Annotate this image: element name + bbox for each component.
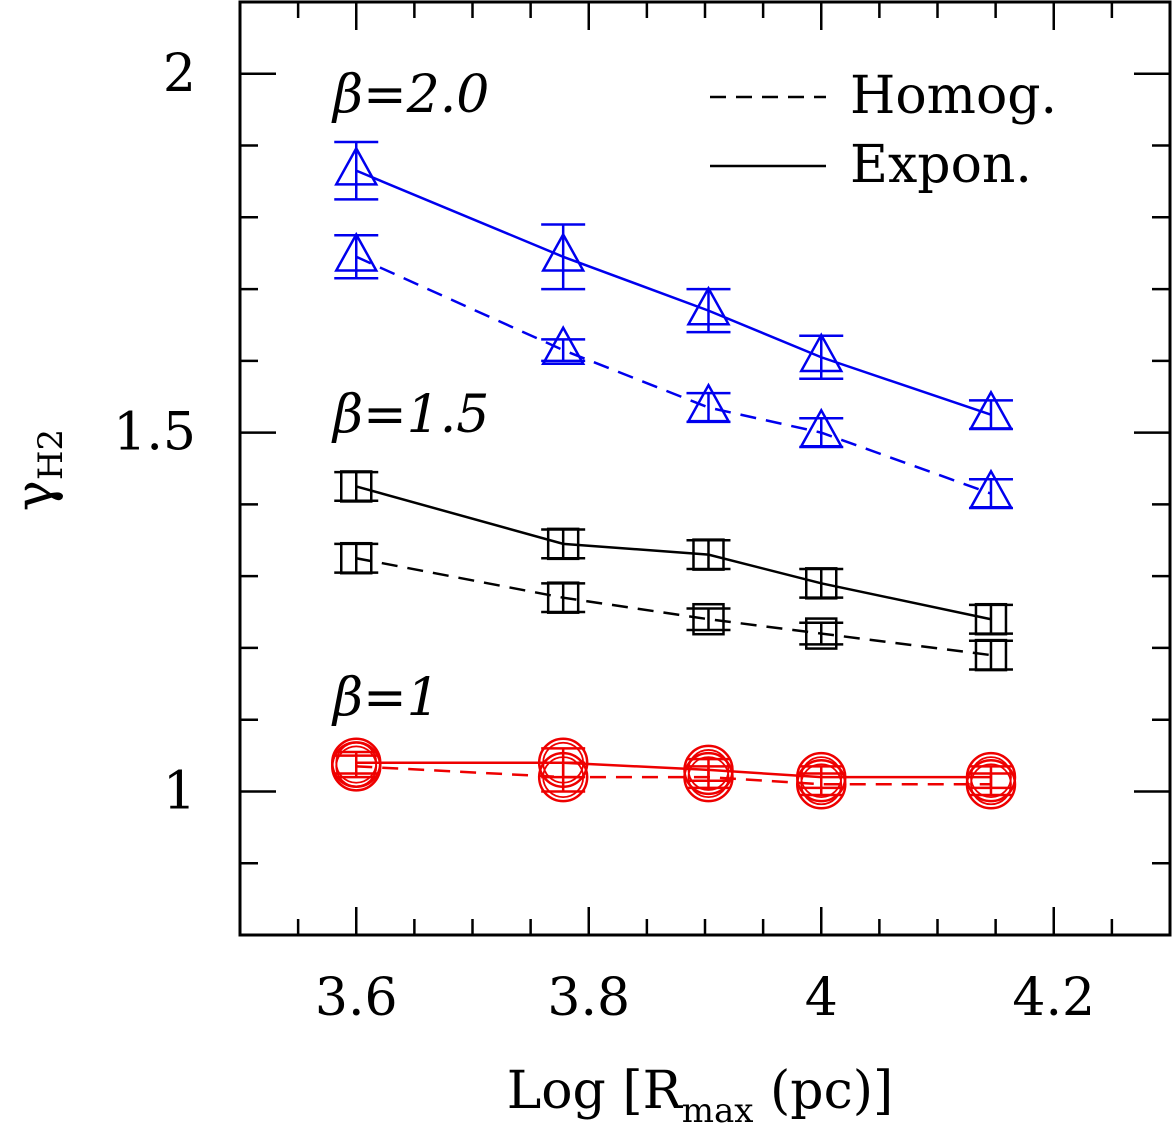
- x-axis-title: Log [Rmax (pc)]: [507, 1061, 894, 1131]
- circle-marker: [331, 741, 382, 792]
- series-line: [355, 255, 992, 495]
- series-beta2-dashed: [334, 231, 1014, 510]
- circle-marker: [537, 751, 589, 803]
- y-axis-title: γH2: [5, 429, 71, 511]
- legend-label-expon: Expon.: [850, 135, 1032, 195]
- x-axis-title-tail: (pc)]: [753, 1061, 893, 1121]
- circle-marker-inner: [800, 756, 843, 799]
- y-tick-label: 1: [163, 761, 196, 821]
- series-layer: [331, 140, 1017, 810]
- square-marker: [546, 527, 580, 561]
- y-tick-label: 2: [163, 44, 196, 104]
- circle-marker-inner: [800, 763, 843, 806]
- circle-marker-inner: [542, 756, 585, 799]
- square-marker: [805, 567, 838, 600]
- series-line: [356, 556, 992, 657]
- triangle-marker: [686, 382, 731, 423]
- series-beta2-solid: [334, 140, 1014, 431]
- series-line: [355, 485, 992, 621]
- square-marker: [692, 602, 725, 636]
- triangle-marker: [968, 468, 1014, 509]
- x-axis-title-main: Log [R: [507, 1061, 684, 1121]
- triangle-marker: [799, 332, 844, 373]
- series-beta1-dashed: [331, 741, 1017, 810]
- legend: Homog. Expon.: [710, 66, 1057, 195]
- legend-label-homog: Homog.: [850, 66, 1057, 126]
- y-tick-label: 1.5: [113, 403, 196, 463]
- square-marker: [692, 538, 725, 571]
- triangle-marker: [799, 407, 844, 448]
- triangle-marker: [968, 389, 1014, 430]
- square-marker: [805, 617, 838, 650]
- annotation-beta-2: β=2.0: [331, 65, 489, 125]
- y-axis-title-text: γH2: [5, 429, 71, 511]
- circle-marker-inner: [687, 749, 730, 791]
- annotation-beta-1: β=1: [331, 668, 440, 728]
- series-beta15-dashed: [334, 541, 1013, 672]
- triangle-marker: [541, 231, 586, 272]
- series-line: [356, 761, 991, 779]
- x-axis-title-sub: max: [682, 1091, 754, 1131]
- x-tick-label: 4.2: [1012, 968, 1095, 1028]
- square-marker: [340, 470, 373, 503]
- triangle-marker: [686, 285, 731, 326]
- square-marker: [974, 602, 1008, 636]
- y-axis-title-main: γ: [5, 480, 65, 511]
- triangle-marker: [334, 145, 379, 186]
- annotation-beta-1-5: β=1.5: [331, 385, 489, 445]
- x-tick-label: 3.8: [547, 968, 630, 1028]
- square-marker: [974, 638, 1008, 672]
- square-marker: [546, 581, 580, 614]
- series-beta15-solid: [334, 470, 1013, 636]
- circle-marker-inner: [970, 763, 1012, 806]
- circle-marker-inner: [335, 745, 378, 788]
- circle-marker: [683, 751, 734, 803]
- x-tick-label: 4: [805, 968, 838, 1028]
- series-line: [355, 169, 992, 416]
- circle-marker-inner: [970, 756, 1012, 799]
- square-marker: [340, 541, 373, 575]
- x-tick-label: 3.6: [315, 968, 398, 1028]
- axis-ticks: 3.6 3.8 4 4.2 1 1.5 2: [113, 0, 1172, 1028]
- y-axis-title-sub: H2: [31, 429, 71, 480]
- circle-marker: [965, 759, 1017, 810]
- circle-marker-inner: [687, 756, 730, 799]
- circle-marker: [796, 759, 847, 810]
- triangle-marker: [541, 325, 586, 366]
- triangle-marker: [334, 231, 379, 272]
